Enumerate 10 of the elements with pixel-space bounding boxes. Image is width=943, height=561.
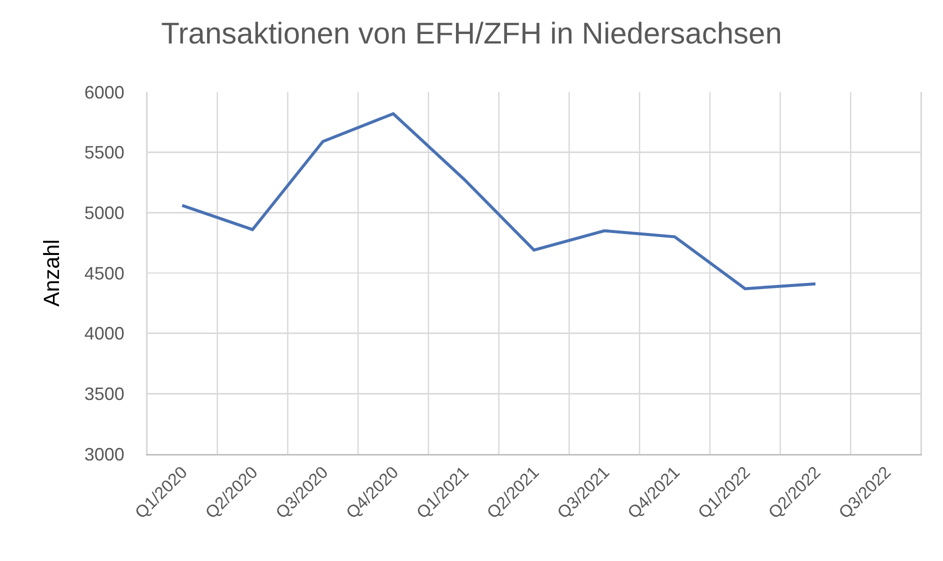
y-tick-label: 4500 [84, 263, 124, 284]
y-tick-label: 3500 [84, 384, 124, 404]
y-tick-label: 3000 [84, 444, 124, 464]
y-tick-label: 5000 [84, 202, 124, 223]
y-axis-title: Anzahl [39, 239, 64, 307]
y-tick-label: 5500 [84, 142, 124, 163]
line-series [180, 112, 817, 290]
chart-title: Transaktionen von EFH/ZFH in Niedersachsen [161, 17, 782, 50]
y-tick-label: 6000 [84, 82, 124, 102]
y-tick-label: 4000 [84, 324, 124, 344]
